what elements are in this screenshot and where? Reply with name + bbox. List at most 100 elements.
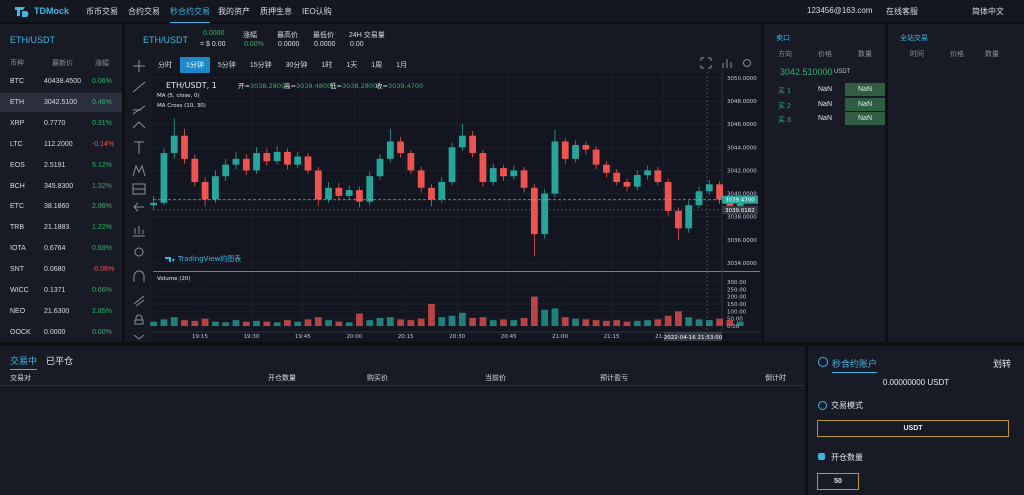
market-price[interactable]: 40438.4500 bbox=[44, 78, 81, 85]
zoom-tool[interactable] bbox=[134, 247, 144, 257]
market-change[interactable]: 0.46% bbox=[92, 98, 112, 106]
interval-button[interactable]: 分时 bbox=[158, 62, 172, 69]
volume-bar bbox=[520, 317, 528, 326]
market-price[interactable]: 0.1371 bbox=[44, 287, 66, 294]
market-change[interactable]: 0.06% bbox=[92, 78, 112, 85]
interval-button[interactable]: 30分钟 bbox=[285, 62, 308, 69]
market-symbol[interactable]: EOS bbox=[10, 161, 25, 169]
volume-bar bbox=[284, 320, 291, 326]
interval-button[interactable]: 1周 bbox=[371, 62, 383, 69]
market-price[interactable]: 2.5191 bbox=[44, 161, 66, 169]
market-symbol[interactable]: BCH bbox=[10, 182, 25, 190]
market-price[interactable]: 21.1883 bbox=[44, 224, 70, 232]
market-change[interactable]: 0.00% bbox=[92, 328, 112, 336]
market-change[interactable]: 2.85% bbox=[92, 307, 112, 315]
lock-draw-tool[interactable] bbox=[133, 295, 145, 307]
interval-button[interactable]: 1时 bbox=[321, 62, 333, 69]
market-change[interactable]: 0.31% bbox=[92, 119, 112, 127]
volume-bar bbox=[458, 312, 466, 326]
candle-body bbox=[397, 141, 405, 154]
volume-bar bbox=[664, 315, 672, 326]
interval-button[interactable]: 1月 bbox=[396, 62, 408, 69]
fullscreen-button[interactable] bbox=[700, 57, 712, 69]
volume-bar bbox=[500, 319, 507, 326]
market-price[interactable]: 112.2000 bbox=[44, 140, 73, 148]
market-symbol[interactable]: TRB bbox=[10, 224, 24, 232]
ruler-tool[interactable] bbox=[133, 226, 145, 237]
market-price[interactable]: 345.8300 bbox=[44, 182, 74, 190]
cursor-price-label: 3039.0182 bbox=[725, 208, 755, 214]
interval-button[interactable]: 1分钟 bbox=[180, 57, 210, 73]
service-link[interactable]: 在线客服 bbox=[886, 7, 918, 16]
market-change[interactable]: 2.86% bbox=[92, 203, 112, 211]
market-price[interactable]: 0.0000 bbox=[44, 328, 66, 336]
market-change[interactable]: 1.22% bbox=[92, 224, 112, 232]
orders-tab[interactable]: 已平仓 bbox=[46, 356, 74, 366]
orders-tab[interactable]: 交易中 bbox=[10, 354, 38, 370]
more-tool[interactable] bbox=[133, 334, 145, 340]
market-price[interactable]: 3042.5100 bbox=[44, 98, 78, 106]
candle-body bbox=[664, 182, 672, 211]
market-symbol[interactable]: IOTA bbox=[10, 245, 26, 253]
transfer-button[interactable]: 划转 bbox=[993, 359, 1012, 369]
market-change[interactable]: 5.12% bbox=[92, 161, 112, 169]
market-change[interactable]: 0.68% bbox=[92, 245, 112, 253]
candle-body bbox=[469, 135, 477, 154]
price-tick-label: 3034.0000 bbox=[727, 261, 757, 267]
market-change[interactable]: 0.66% bbox=[92, 287, 112, 294]
line-tool[interactable] bbox=[132, 81, 146, 93]
market-change[interactable]: -0.06% bbox=[92, 266, 115, 274]
market-price[interactable]: 21.6300 bbox=[44, 307, 70, 315]
volume-bar bbox=[407, 320, 415, 326]
market-price[interactable]: 38.1860 bbox=[44, 203, 70, 211]
lock-tool[interactable] bbox=[134, 314, 144, 325]
interval-button[interactable]: 1天 bbox=[346, 62, 358, 69]
nav-item[interactable]: 秒合约交易 bbox=[170, 6, 210, 23]
ticker-price: 0.0000 bbox=[203, 30, 225, 37]
market-symbol[interactable]: ETH bbox=[10, 98, 24, 106]
fib-tool[interactable] bbox=[132, 105, 146, 115]
market-price[interactable]: 0.0680 bbox=[44, 266, 66, 274]
shape-tool[interactable] bbox=[132, 164, 146, 177]
orders-column: 交易对 bbox=[10, 375, 31, 382]
nav-item[interactable]: 质押生息 bbox=[260, 7, 292, 16]
orders-divider bbox=[0, 385, 805, 386]
back-tool[interactable] bbox=[133, 202, 144, 212]
market-symbol[interactable]: OOCK bbox=[10, 328, 31, 336]
account-icon bbox=[818, 357, 828, 367]
market-symbol[interactable]: NEO bbox=[10, 307, 26, 315]
nav-item[interactable]: 合约交易 bbox=[128, 7, 160, 16]
nav-item[interactable]: 我的资产 bbox=[218, 7, 250, 16]
market-symbol[interactable]: LTC bbox=[10, 140, 23, 148]
magnet-tool[interactable] bbox=[133, 270, 145, 282]
orderbook-column: 价格 bbox=[818, 51, 832, 58]
interval-button[interactable]: 15分钟 bbox=[249, 62, 272, 69]
market-symbol[interactable]: BTC bbox=[10, 78, 24, 85]
volume-bar bbox=[705, 320, 713, 326]
amount-input[interactable]: 50 bbox=[817, 473, 859, 490]
crosshair-tool[interactable] bbox=[133, 60, 145, 72]
text-tool[interactable] bbox=[134, 141, 144, 154]
market-symbol[interactable]: ETC bbox=[10, 203, 24, 211]
pattern-tool[interactable] bbox=[132, 121, 146, 129]
settings-button[interactable] bbox=[743, 59, 751, 67]
candle-body bbox=[170, 135, 178, 154]
indicators-button[interactable] bbox=[722, 59, 732, 68]
language-select[interactable]: 简体中文 bbox=[972, 7, 1004, 16]
nav-item[interactable]: IEO认购 bbox=[302, 7, 332, 16]
market-symbol[interactable]: SNT bbox=[10, 266, 24, 274]
market-price[interactable]: 0.6764 bbox=[44, 245, 66, 253]
orderbook-price: 3042.510000 bbox=[780, 67, 833, 77]
market-symbol[interactable]: XRP bbox=[10, 119, 25, 127]
nav-item[interactable]: 币币交易 bbox=[86, 7, 118, 16]
user-email[interactable]: 123456@163.com bbox=[807, 6, 873, 15]
measure-tool[interactable] bbox=[132, 183, 146, 195]
market-symbol[interactable]: WICC bbox=[10, 287, 29, 294]
market-price[interactable]: 0.7770 bbox=[44, 119, 66, 127]
market-change[interactable]: 1.32% bbox=[92, 182, 112, 190]
buy-qty-bg bbox=[845, 83, 885, 96]
interval-button[interactable]: 5分钟 bbox=[217, 62, 236, 69]
time-tick-label: 20:30 bbox=[449, 334, 465, 340]
market-change[interactable]: -0.14% bbox=[92, 140, 115, 148]
mode-button[interactable]: USDT bbox=[817, 420, 1009, 437]
